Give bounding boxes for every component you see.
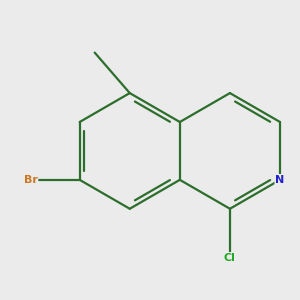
Text: Cl: Cl <box>224 253 236 263</box>
Text: Br: Br <box>24 175 38 185</box>
Text: N: N <box>275 175 285 185</box>
